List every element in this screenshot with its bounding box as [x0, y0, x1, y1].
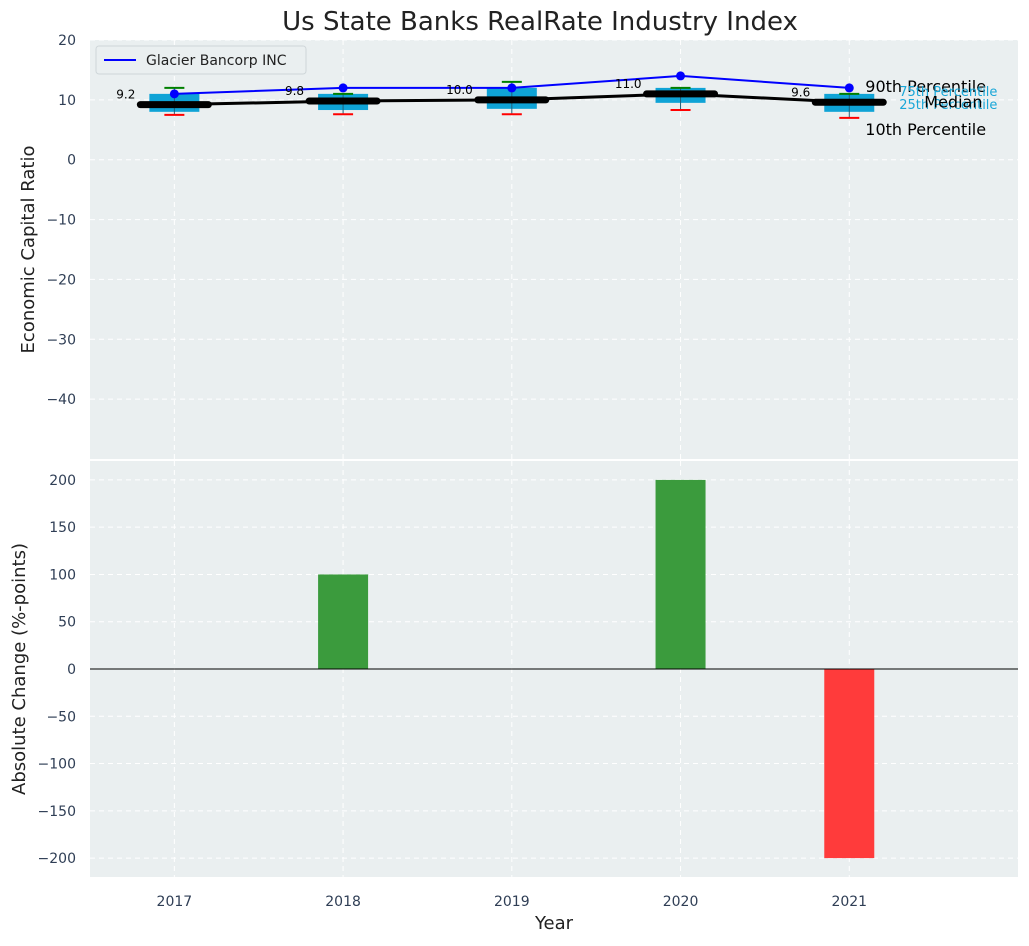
bottom-y-tick-label: 0 [67, 662, 76, 678]
top-y-tick-label: −20 [46, 272, 76, 288]
glacier-point-2017 [169, 89, 179, 99]
label-median: Median [924, 92, 982, 111]
glacier-point-2018 [338, 83, 348, 93]
top-y-tick-label: 10 [58, 93, 76, 109]
median-value-label: 9.2 [116, 88, 135, 102]
chart-title: Us State Banks RealRate Industry Index [282, 7, 798, 37]
x-tick-label: 2020 [663, 894, 699, 910]
x-axis-label: Year [534, 913, 574, 934]
median-value-label: 9.6 [791, 85, 810, 99]
median-value-label: 11.0 [615, 77, 642, 91]
legend-entry-glacier: Glacier Bancorp INC [146, 53, 287, 69]
top-y-axis-label: Economic Capital Ratio [18, 146, 39, 354]
bottom-y-tick-label: −100 [38, 757, 76, 773]
top-y-tick-label: −30 [46, 332, 76, 348]
top-y-tick-label: −10 [46, 213, 76, 229]
legend: Glacier Bancorp INC [95, 45, 307, 75]
change-bar-2021 [824, 669, 875, 859]
glacier-point-2020 [676, 71, 686, 81]
median-value-label: 10.0 [446, 83, 473, 97]
label-90th-percentile: 90th Percentile [865, 77, 986, 96]
median-value-label: 9.8 [285, 84, 304, 98]
bottom-y-tick-label: 100 [49, 567, 76, 583]
label-75th-percentile: 75th Percentile [899, 85, 997, 100]
label-10th-percentile: 10th Percentile [865, 120, 986, 139]
x-tick-label: 2018 [325, 894, 361, 910]
label-25th-percentile: 25th Percentile [899, 98, 997, 113]
top-panel: 20 10 0 −10 −20 −30 −40 9.2 9.8 10.0 11.0 9.6 90th … [18, 33, 1018, 459]
bottom-y-tick-label: 50 [58, 615, 76, 631]
bottom-y-tick-label: 150 [49, 520, 76, 536]
bottom-y-tick-label: 200 [49, 473, 76, 489]
bottom-panel: 200 150 100 50 0 −50 −100 −150 −200 2017 2018 2019… [9, 461, 1018, 934]
legend-box [95, 45, 307, 75]
glacier-point-2021 [844, 83, 854, 93]
bottom-y-tick-label: −50 [46, 709, 76, 725]
x-tick-label: 2017 [157, 894, 193, 910]
x-tick-label: 2019 [494, 894, 530, 910]
x-tick-label: 2021 [831, 894, 867, 910]
change-bar-2018 [318, 574, 369, 669]
bottom-y-tick-label: −150 [38, 804, 76, 820]
bottom-y-tick-label: −200 [38, 851, 76, 867]
top-y-tick-label: 0 [67, 153, 76, 169]
bottom-y-axis-label: Absolute Change (%-points) [9, 543, 30, 795]
glacier-point-2019 [507, 83, 517, 93]
change-bar-2020 [655, 479, 706, 669]
top-y-tick-label: 20 [58, 33, 76, 49]
top-y-tick-label: −40 [46, 392, 76, 408]
